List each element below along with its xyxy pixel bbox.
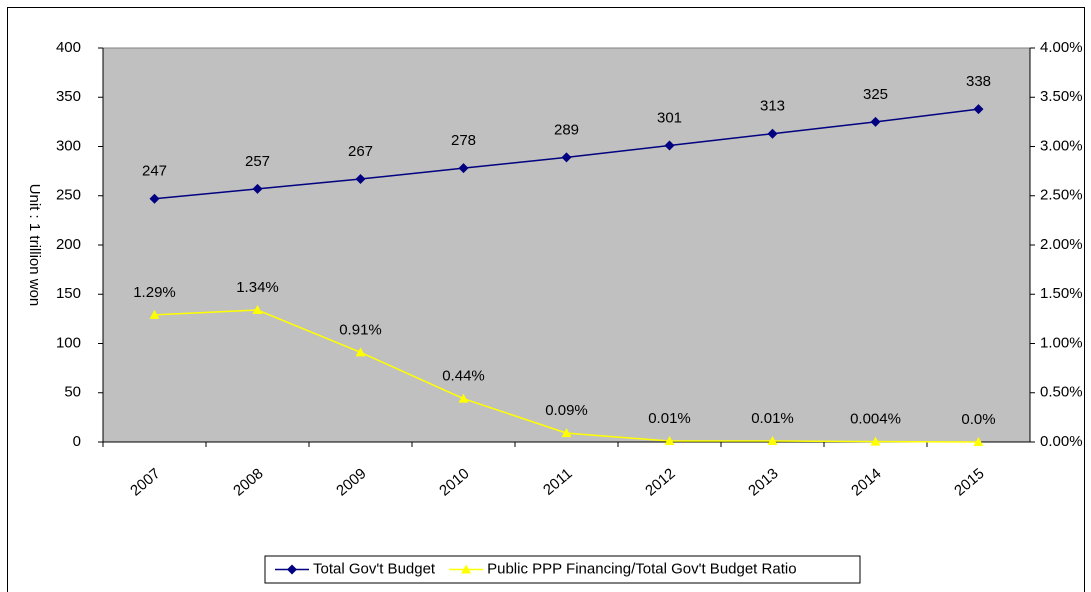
y2-tick-label: 2.50% xyxy=(1040,187,1083,204)
data-label: 257 xyxy=(245,153,270,170)
y-tick-label: 150 xyxy=(56,285,81,302)
y2-tick-label: 0.00% xyxy=(1040,433,1083,450)
point-marker xyxy=(252,183,263,194)
y-tick-label: 0 xyxy=(73,433,81,450)
point-marker xyxy=(664,436,675,446)
data-label: 1.29% xyxy=(133,284,176,301)
legend xyxy=(264,555,861,584)
plot-area xyxy=(102,47,1031,443)
point-marker xyxy=(458,393,469,403)
data-label: 0.91% xyxy=(339,321,382,338)
data-label: 267 xyxy=(348,143,373,160)
point-marker xyxy=(664,140,675,151)
y-tick-label: 100 xyxy=(56,334,81,351)
y2-tick-label: 3.50% xyxy=(1040,88,1083,105)
point-marker xyxy=(767,436,778,446)
data-label: 1.34% xyxy=(236,279,279,296)
y2-tick-label: 4.00% xyxy=(1040,39,1083,56)
point-marker xyxy=(767,128,778,139)
data-label: 325 xyxy=(863,86,888,103)
point-marker xyxy=(355,174,366,185)
point-marker xyxy=(561,428,572,438)
y-tick-label: 200 xyxy=(56,236,81,253)
y-tick-label: 400 xyxy=(56,39,81,56)
data-label: 0.01% xyxy=(648,410,691,427)
y2-tick-label: 2.00% xyxy=(1040,236,1083,253)
data-label: 0.09% xyxy=(545,402,588,419)
data-label: 278 xyxy=(451,132,476,149)
data-label: 338 xyxy=(966,73,991,90)
data-label: 289 xyxy=(554,121,579,138)
point-marker xyxy=(561,152,572,163)
point-marker xyxy=(870,436,881,446)
point-marker xyxy=(149,309,160,319)
legend-label: Total Gov't Budget xyxy=(313,560,436,577)
y2-tick-label: 3.00% xyxy=(1040,137,1083,154)
point-marker xyxy=(287,564,297,575)
y-tick-label: 350 xyxy=(56,88,81,105)
y2-tick-label: 1.50% xyxy=(1040,285,1083,302)
point-marker xyxy=(458,163,469,174)
point-marker xyxy=(973,104,984,115)
y2-tick-label: 0.50% xyxy=(1040,384,1083,401)
point-marker xyxy=(870,116,881,127)
y-tick-label: 300 xyxy=(56,137,81,154)
y2-tick-label: 1.00% xyxy=(1040,334,1083,351)
data-label: 301 xyxy=(657,109,682,126)
y-axis-label: Unit : 1 trillion won xyxy=(26,184,43,307)
data-label: 0.004% xyxy=(850,411,901,428)
y-tick-label: 250 xyxy=(56,187,81,204)
point-marker xyxy=(461,564,472,574)
data-label: 313 xyxy=(760,98,785,115)
data-label: 247 xyxy=(142,163,167,180)
data-label: 0.44% xyxy=(442,368,485,385)
point-marker xyxy=(149,193,160,204)
point-marker xyxy=(252,305,263,315)
data-label: 0.01% xyxy=(751,410,794,427)
point-marker xyxy=(973,437,984,446)
data-label: 0.0% xyxy=(961,411,995,428)
y-tick-label: 50 xyxy=(64,384,81,401)
legend-label: Public PPP Financing/Total Gov't Budget … xyxy=(487,560,796,577)
point-marker xyxy=(355,347,366,357)
